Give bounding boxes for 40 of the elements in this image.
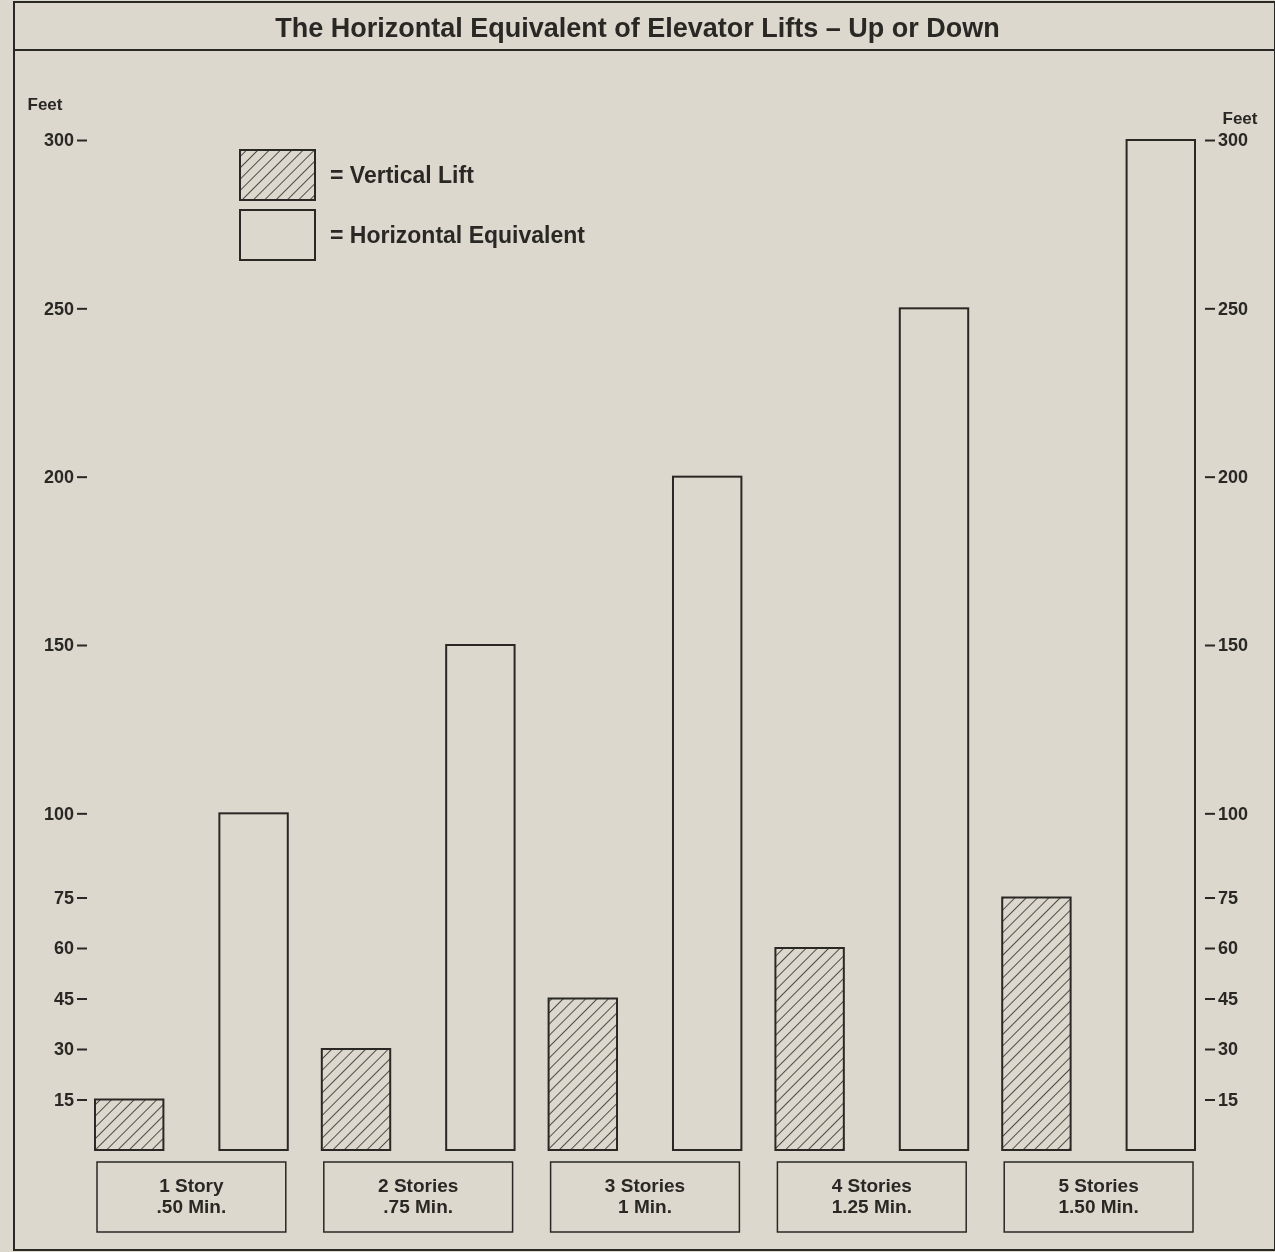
y-tick-label: 15 [53, 1089, 74, 1110]
y-axis-title: Feet [27, 95, 63, 114]
y-tick-label: 250 [43, 298, 74, 319]
bar [547, 997, 619, 1151]
bar [898, 307, 970, 1151]
y-tick-label: 100 [43, 803, 74, 824]
x-tick-label: 1 Story .50 Min. [156, 1175, 227, 1217]
legend-label: = Vertical Lift [330, 162, 475, 188]
y-tick-label: 300 [43, 130, 74, 151]
y2-tick-label: 15 [1218, 1089, 1239, 1110]
legend-label: = Horizontal Equivalent [330, 222, 586, 248]
y-tick-label: 45 [53, 988, 74, 1009]
y2-axis-title: Feet [1222, 109, 1258, 128]
bar [320, 1048, 392, 1151]
bar [1001, 896, 1072, 1151]
bar [445, 644, 516, 1151]
y-tick-label: 60 [53, 938, 74, 959]
y2-tick-label: 100 [1218, 803, 1249, 824]
x-tick-label: 4 Stories 1.25 Min. [831, 1175, 912, 1217]
y2-tick-label: 150 [1218, 635, 1249, 656]
bar [774, 947, 845, 1151]
y-tick-label: 150 [43, 635, 74, 656]
y2-tick-label: 300 [1218, 130, 1249, 151]
bar [671, 475, 743, 1151]
bar [94, 1098, 165, 1151]
x-tick-label: 5 Stories 1.50 Min. [1058, 1175, 1139, 1217]
y2-tick-label: 30 [1218, 1039, 1239, 1060]
bar [218, 812, 289, 1151]
y2-tick-label: 45 [1218, 988, 1239, 1009]
x-tick-label: 3 Stories 1 Min. [604, 1175, 686, 1217]
y2-tick-label: 200 [1218, 466, 1249, 487]
y-tick-label: 75 [53, 887, 74, 908]
bar [1125, 139, 1196, 1151]
y2-tick-label: 60 [1218, 938, 1239, 959]
y-tick-label: 200 [43, 466, 74, 487]
y2-tick-label: 250 [1218, 298, 1249, 319]
chart-title: The Horizontal Equivalent of Elevator Lifts – Up or Down [275, 13, 1000, 43]
y2-tick-label: 75 [1218, 887, 1239, 908]
y-tick-label: 30 [53, 1039, 74, 1060]
x-tick-label: 2 Stories .75 Min. [378, 1175, 459, 1217]
